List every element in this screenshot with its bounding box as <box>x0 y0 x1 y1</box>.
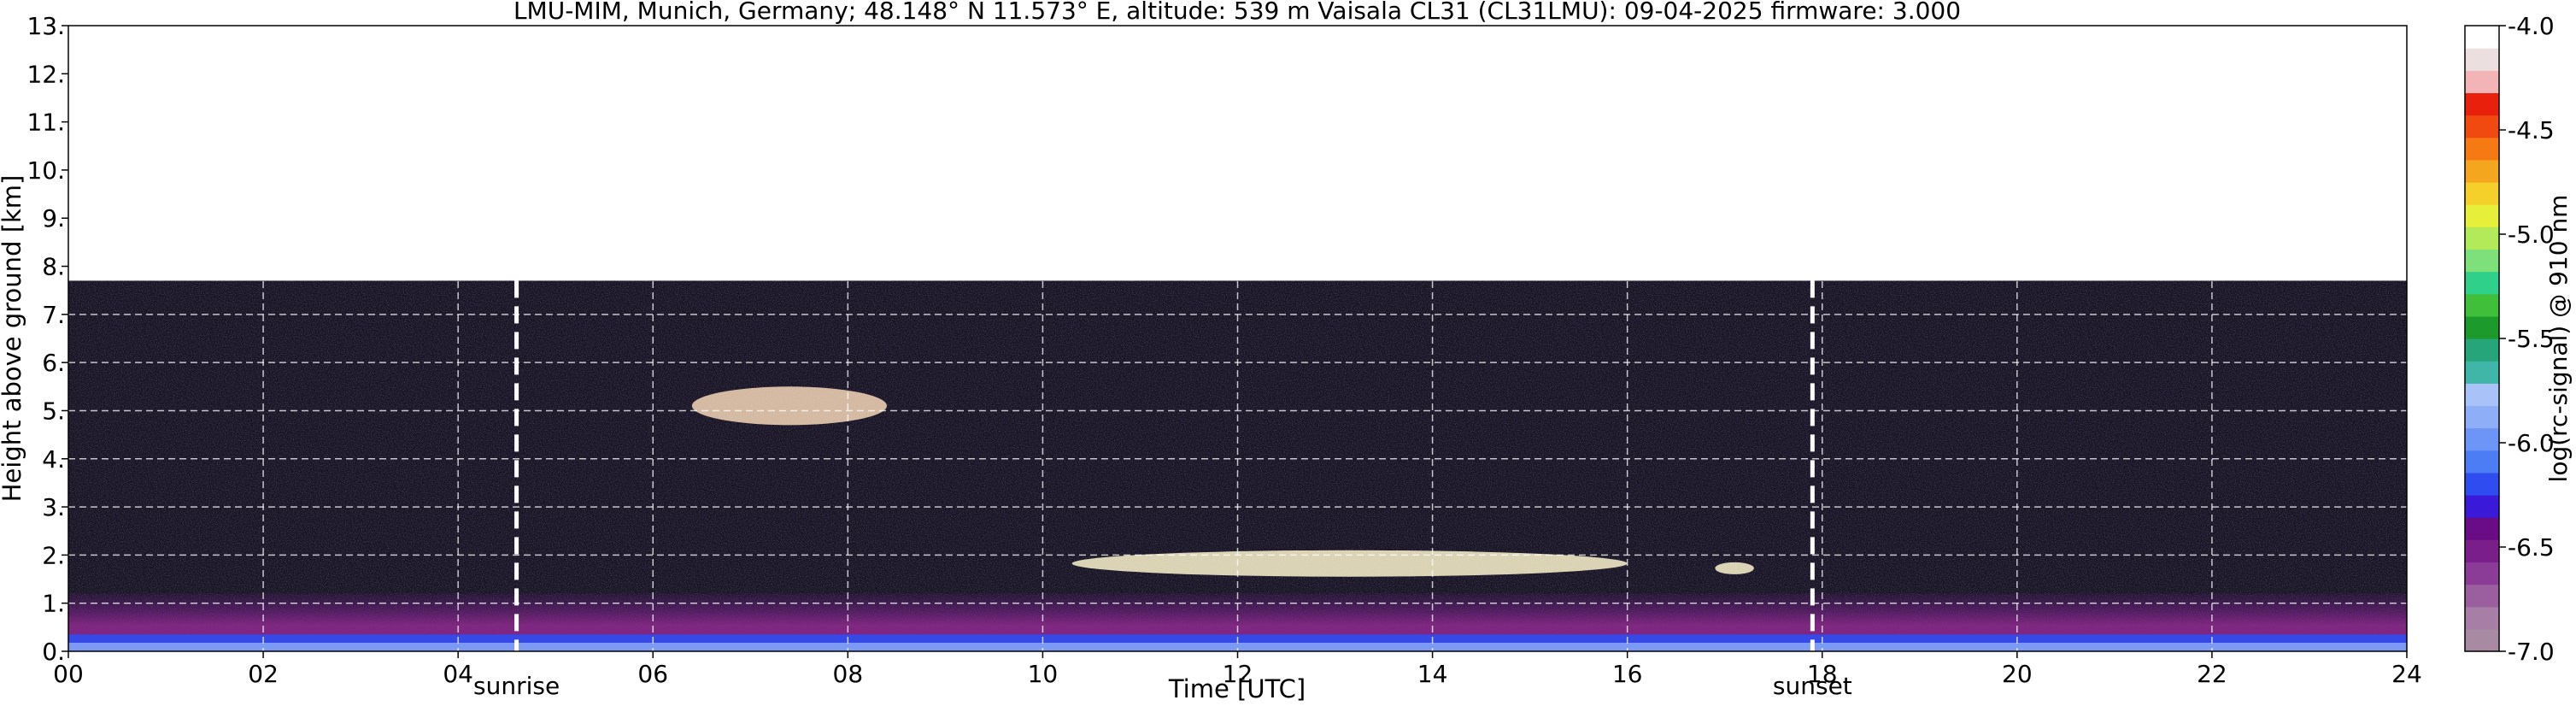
sun-marker-labels: sunrise sunset <box>473 672 1852 700</box>
colorbar-segment <box>2465 70 2499 94</box>
colorbar-ticks: -7.0 -6.5 -6.0 -5.5 -5.0 -4.5 -4.0 <box>2499 12 2555 666</box>
y-tick-label: 3. <box>42 493 65 521</box>
sun-markers <box>514 280 1815 651</box>
colorbar-segment <box>2465 159 2499 183</box>
x-tick-label: 06 <box>637 660 668 688</box>
colorbar-segment <box>2465 562 2499 585</box>
colorbar-segment <box>2465 427 2499 451</box>
colorbar-segment <box>2465 48 2499 71</box>
colorbar-segment <box>2465 495 2499 518</box>
x-tick-label: 20 <box>2002 660 2033 688</box>
colorbar-segment <box>2465 383 2499 407</box>
colorbar-segment <box>2465 315 2499 339</box>
x-tick-label: 10 <box>1028 660 1059 688</box>
x-tick-label: 14 <box>1417 660 1448 688</box>
colorbar-segment <box>2465 182 2499 205</box>
colorbar-tick-label: -4.0 <box>2508 12 2555 40</box>
grid-lines <box>68 26 2407 651</box>
colorbar-segment <box>2465 450 2499 474</box>
colorbar-segment <box>2465 584 2499 608</box>
x-tick-label: 22 <box>2197 660 2227 688</box>
chart-title: LMU-MIM, Munich, Germany; 48.148° N 11.5… <box>513 0 1961 25</box>
colorbar-segment <box>2465 26 2499 49</box>
y-tick-label: 7. <box>42 301 65 329</box>
colorbar-segment <box>2465 92 2499 116</box>
x-tick-label: 18 <box>1807 660 1838 688</box>
y-tick-label: 1. <box>42 590 65 618</box>
colorbar-tick-label: -4.5 <box>2508 116 2555 144</box>
y-tick-label: 10. <box>26 156 65 185</box>
colorbar-tick-label: -6.5 <box>2508 533 2555 562</box>
colorbar-segment <box>2465 115 2499 138</box>
x-axis-ticks: 00 02 04 06 08 10 12 14 16 18 20 22 24 <box>53 651 2422 688</box>
colorbar-segment <box>2465 249 2499 273</box>
x-tick-label: 00 <box>53 660 84 688</box>
x-tick-label: 12 <box>1223 660 1253 688</box>
sun-marker-label: sunrise <box>473 672 560 700</box>
y-tick-label: 8. <box>42 253 65 281</box>
colorbar-segment <box>2465 227 2499 250</box>
y-tick-label: 6. <box>42 349 65 377</box>
y-tick-label: 9. <box>42 204 65 232</box>
x-tick-label: 16 <box>1612 660 1643 688</box>
sun-marker-label: sunset <box>1773 672 1852 700</box>
y-axis-label: Height above ground [km] <box>0 175 26 503</box>
colorbar-segment <box>2465 472 2499 496</box>
colorbar-segment <box>2465 539 2499 563</box>
cloud-feature <box>691 386 887 426</box>
colorbar-segment <box>2465 293 2499 317</box>
colorbar-tick-label: -5.5 <box>2508 325 2555 353</box>
colorbar-segment <box>2465 271 2499 295</box>
y-axis-ticks: 0. 1. 2. 3. 4. 5. 6. 7. 8. 9. 10. 11. 12. 13. <box>26 12 68 666</box>
surface-layer-base <box>68 643 2407 651</box>
colorbar-segment <box>2465 517 2499 540</box>
y-tick-label: 13. <box>26 12 65 40</box>
y-tick-label: 2. <box>42 541 65 569</box>
colorbar <box>2464 25 2500 652</box>
colorbar-segment <box>2465 204 2499 227</box>
colorbar-tick-label: -7.0 <box>2508 638 2555 666</box>
colorbar-tick-label: -6.0 <box>2508 429 2555 457</box>
x-tick-label: 08 <box>833 660 864 688</box>
colorbar-segment <box>2465 137 2499 161</box>
y-tick-label: 5. <box>42 397 65 425</box>
y-tick-label: 4. <box>42 445 65 474</box>
y-tick-label: 11. <box>26 109 65 137</box>
x-tick-label: 02 <box>248 660 279 688</box>
colorbar-segment <box>2465 606 2499 630</box>
colorbar-segment <box>2465 338 2499 362</box>
x-axis-label: Time [UTC] <box>1168 674 1306 703</box>
colorbar-segment <box>2465 628 2499 652</box>
plot-area <box>68 26 2407 651</box>
y-tick-label: 0. <box>42 638 65 666</box>
colorbar-segment <box>2465 361 2499 384</box>
y-tick-label: 12. <box>26 60 65 88</box>
x-tick-label: 24 <box>2391 660 2422 688</box>
colorbar-tick-label: -5.0 <box>2508 221 2555 249</box>
x-tick-label: 04 <box>443 660 473 688</box>
colorbar-label: log(rc-signal) @ 910 nm <box>2544 195 2573 483</box>
cloud-feature <box>1071 550 1628 577</box>
colorbar-segment <box>2465 405 2499 429</box>
cloud-feature <box>1715 562 1754 574</box>
